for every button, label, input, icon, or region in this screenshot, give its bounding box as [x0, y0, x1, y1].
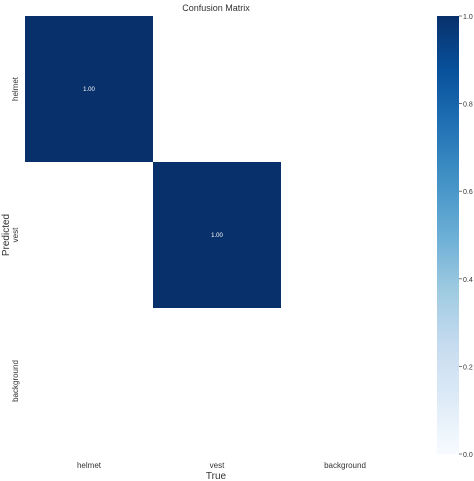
x-tick-label: helmet — [77, 461, 102, 470]
heatmap-cell — [153, 162, 281, 308]
colorbar-tick-label: 1.0 — [463, 14, 473, 21]
heatmap-cell — [281, 308, 409, 454]
x-axis-label: True — [206, 471, 227, 481]
x-tick-labels: helmet vest background — [77, 461, 366, 470]
y-tick-label: background — [11, 360, 20, 402]
heatmap-cell — [153, 308, 281, 454]
colorbar-tick-label: 0.8 — [463, 102, 473, 109]
colorbar-tick-label: 0.4 — [463, 277, 473, 284]
colorbar — [437, 16, 459, 454]
colorbar-ticks: 0.0 0.2 0.4 0.6 0.8 1.0 — [459, 14, 473, 459]
x-tick-label: background — [324, 461, 366, 470]
colorbar-tick-label: 0.6 — [463, 189, 473, 196]
heatmap-cell — [281, 16, 409, 162]
y-tick-label: helmet — [11, 76, 20, 101]
cell-annotation: 1.00 — [83, 87, 95, 93]
y-tick-labels: helmet vest background — [11, 76, 20, 402]
cell-annotation: 1.00 — [211, 233, 223, 239]
y-tick-label: vest — [11, 227, 20, 242]
heatmap-cell — [281, 162, 409, 308]
heatmap-cell — [25, 16, 153, 162]
cell-annotations: 1.00 1.00 — [83, 87, 223, 239]
heatmap-cell — [25, 162, 153, 308]
colorbar-tick-label: 0.2 — [463, 364, 473, 371]
heatmap-cell — [153, 16, 281, 162]
y-axis-label: Predicted — [1, 214, 12, 256]
heatmap-cell — [25, 308, 153, 454]
chart-title: Confusion Matrix — [182, 3, 250, 13]
heatmap-cells — [25, 16, 409, 454]
x-tick-label: vest — [210, 461, 225, 470]
colorbar-tick-label: 0.0 — [463, 452, 473, 459]
